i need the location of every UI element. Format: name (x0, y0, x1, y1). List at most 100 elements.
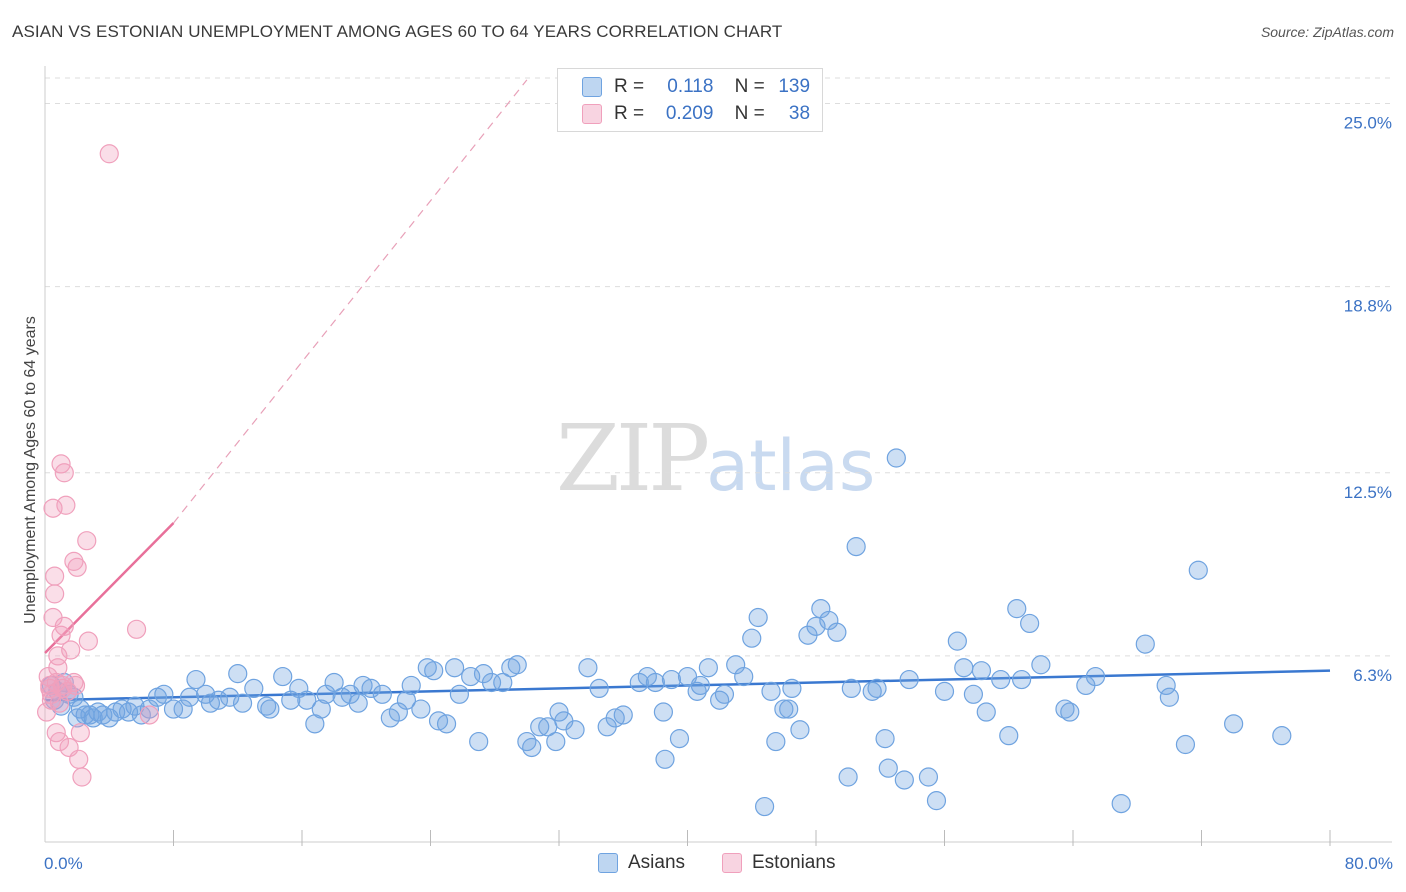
point-asians (761, 681, 781, 701)
point-estonians (77, 531, 97, 551)
point-asians (827, 622, 847, 642)
point-asians (976, 702, 996, 722)
point-asians (748, 607, 768, 628)
point-asians (698, 658, 718, 678)
point-asians (999, 726, 1019, 746)
legend-swatch-asians (582, 76, 602, 97)
point-estonians (69, 749, 89, 769)
point-estonians (61, 640, 81, 660)
legend-swatch-estonians (582, 103, 602, 124)
legend-r-value: 0.118 (667, 76, 714, 97)
point-asians (1031, 655, 1051, 675)
point-asians (971, 661, 992, 681)
point-asians (894, 770, 914, 790)
axis-labels: 6.3% 12.5% 18.8% 25.0% 0.0% 80.0% Unemployment… (22, 114, 1393, 873)
point-asians (257, 696, 277, 716)
point-asians (469, 731, 489, 752)
point-estonians (126, 619, 147, 639)
point-asians (991, 669, 1011, 690)
point-asians (653, 702, 674, 722)
point-asians (669, 729, 690, 749)
legend-n-label: N = (734, 103, 765, 124)
point-asians (655, 749, 675, 769)
point-estonians (40, 675, 60, 696)
bottom-legend-swatch-estonians (722, 852, 742, 873)
point-asians (899, 669, 919, 690)
watermark-atlas: atlas (706, 425, 876, 507)
point-estonians (54, 616, 74, 636)
point-asians (260, 699, 280, 719)
point-asians (348, 693, 368, 713)
point-asians (324, 672, 344, 693)
point-estonians (78, 631, 98, 651)
point-asians (934, 681, 955, 701)
point-estonians (67, 557, 87, 577)
trend-line-estonians-extension (173, 79, 528, 524)
watermark: ZIPatlas (556, 405, 875, 512)
point-asians (549, 702, 569, 722)
point-asians (846, 537, 866, 557)
point-estonians (48, 658, 68, 678)
point-asians (154, 684, 174, 704)
point-asians (1188, 560, 1208, 580)
point-asians (481, 672, 502, 693)
point-asians (589, 678, 609, 699)
point-asians (232, 693, 253, 713)
point-asians (742, 628, 762, 648)
legend-row-estonians: R = 0.209 N = 38 (582, 103, 810, 127)
point-asians (449, 684, 470, 704)
trend-lines (44, 79, 1331, 702)
point-asians (1111, 793, 1131, 814)
point-asians (244, 678, 264, 699)
point-asians (734, 666, 754, 687)
point-asians (179, 687, 200, 707)
point-asians (396, 690, 417, 710)
point-asians (613, 705, 633, 725)
bottom-legend-label-asians: Asians (628, 852, 686, 873)
point-asians (838, 767, 858, 787)
point-asians (886, 448, 906, 468)
point-asians (1007, 599, 1027, 619)
bottom-legend-asians: Asians (598, 852, 685, 874)
y-tick-label: 12.5% (1344, 483, 1392, 502)
point-asians (436, 714, 457, 734)
legend-n-label: N = (734, 76, 765, 97)
point-asians (645, 672, 665, 693)
trend-line-estonians (44, 522, 175, 654)
x-tick-label: 80.0% (1345, 854, 1393, 873)
point-asians (530, 717, 550, 737)
point-asians (790, 720, 810, 740)
point-asians (782, 678, 802, 699)
axes (44, 66, 1392, 846)
point-asians (963, 684, 984, 704)
point-asians (173, 699, 193, 719)
point-asians (867, 678, 887, 699)
point-asians (779, 699, 799, 719)
point-asians (1011, 669, 1032, 690)
point-asians (714, 684, 735, 704)
y-tick-label: 6.3% (1353, 666, 1392, 685)
point-asians (522, 737, 542, 758)
point-asians (690, 675, 710, 696)
point-asians (424, 661, 444, 681)
point-asians (954, 658, 974, 678)
point-asians (774, 699, 794, 719)
point-asians (841, 678, 861, 699)
point-asians (273, 666, 293, 687)
point-asians (754, 796, 775, 817)
point-estonians (54, 463, 74, 483)
point-asians (1135, 634, 1155, 654)
point-asians (228, 664, 248, 684)
point-asians (507, 655, 527, 675)
point-asians (578, 658, 598, 678)
point-asians (444, 658, 465, 678)
point-asians (1060, 702, 1080, 722)
point-estonians (45, 566, 65, 586)
point-estonians (139, 705, 160, 725)
source-credit: Source: ZipAtlas.com (1260, 24, 1394, 40)
point-asians (361, 678, 381, 699)
y-tick-label: 25.0% (1344, 114, 1392, 133)
point-asians (766, 731, 786, 752)
point-estonians (45, 584, 65, 604)
legend-r-value: 0.209 (665, 103, 714, 124)
